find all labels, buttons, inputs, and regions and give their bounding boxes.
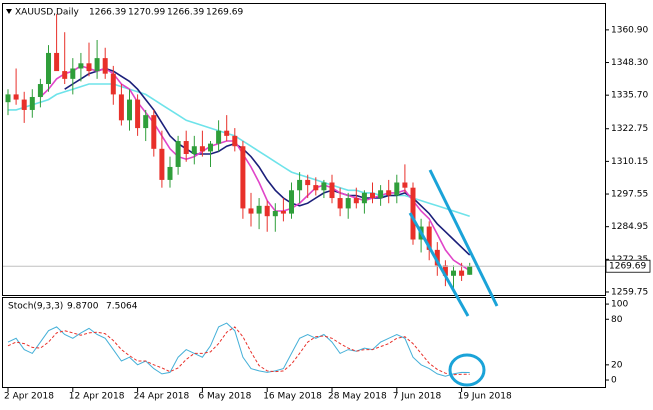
- candle-body: [386, 190, 392, 196]
- candle-body: [442, 265, 448, 276]
- y-tick-label: 1335.70: [611, 91, 648, 101]
- candle-body: [232, 135, 238, 147]
- candle-body: [459, 270, 465, 276]
- x-tick-label: 16 May 2018: [263, 392, 322, 402]
- plot: 1360.90 1348.30 1335.70 1322.75 1310.15 1297.…: [3, 14, 651, 402]
- candle-body: [5, 94, 11, 103]
- price-pane: [2, 3, 606, 296]
- candle-body: [86, 63, 92, 72]
- candle-body: [272, 211, 278, 217]
- x-tick-label: 19 Jun 2018: [458, 392, 512, 402]
- candle-body: [467, 266, 473, 275]
- candle-body: [321, 182, 327, 191]
- x-tick-label: 6 May 2018: [198, 392, 251, 402]
- header-high: 1270.99: [128, 8, 165, 18]
- candle-body: [29, 96, 35, 110]
- y-tick-label: 1284.95: [611, 222, 648, 232]
- stoch-title: Stoch(9,3,3): [8, 302, 63, 312]
- candle-body: [167, 166, 173, 180]
- candle-body: [37, 84, 43, 97]
- candle-body: [329, 182, 335, 199]
- candle-body: [70, 68, 76, 79]
- candle-body: [451, 270, 456, 276]
- x-tick-label: 28 May 2018: [328, 392, 387, 402]
- candle-body: [183, 141, 189, 154]
- candle-body: [78, 63, 84, 69]
- candle-body: [240, 146, 246, 209]
- x-tick-label: 2 Apr 2018: [4, 392, 54, 402]
- candle-body: [94, 58, 100, 72]
- candle-body: [256, 205, 262, 214]
- y-tick-label: 1297.55: [611, 190, 648, 200]
- menu-arrow: [6, 9, 12, 14]
- candle-body: [361, 192, 367, 204]
- candle-body: [191, 146, 197, 154]
- stoch-main-value: 9.8700: [67, 302, 99, 312]
- candle-body: [175, 141, 181, 167]
- y-tick-label: 1310.15: [611, 157, 648, 167]
- candle-body: [46, 52, 51, 85]
- candle-body: [378, 190, 384, 199]
- candle-body: [337, 198, 343, 209]
- candle-body: [151, 115, 157, 149]
- header-open: 1266.39: [89, 8, 126, 18]
- candle-body: [289, 190, 294, 214]
- candle-body: [313, 185, 319, 191]
- symbol-title: XAUUSD,Daily: [15, 8, 79, 18]
- candle-body: [21, 99, 27, 110]
- y-tick-label: 0: [611, 376, 617, 386]
- y-tick-label: 20: [611, 360, 623, 370]
- x-tick-label: 24 Apr 2018: [134, 392, 190, 402]
- candle-body: [143, 115, 149, 129]
- candle-body: [102, 58, 108, 74]
- highlight-circle: [448, 353, 486, 387]
- y-tick-label: 1360.90: [611, 25, 648, 35]
- y-tick-label: 1322.75: [611, 124, 648, 134]
- candle-body: [394, 182, 400, 196]
- trend-line-upper: [428, 169, 499, 307]
- x-tick-label: 7 Jun 2018: [393, 392, 442, 402]
- candle-body: [402, 182, 408, 188]
- candle-body: [135, 99, 141, 129]
- header-low: 1266.39: [167, 8, 204, 18]
- trend-line-lower: [408, 212, 470, 317]
- candle-body: [297, 179, 303, 191]
- candle-body: [118, 94, 124, 121]
- candle-body: [353, 198, 359, 204]
- stoch-pane: [2, 297, 606, 388]
- candle-body: [305, 179, 311, 186]
- candle-body: [224, 130, 230, 136]
- candle-body: [264, 205, 270, 217]
- stoch-line: [7, 326, 470, 376]
- y-tick-label: 100: [611, 300, 628, 310]
- current-price-box: [605, 259, 651, 273]
- stoch-signal-value: 7.5064: [106, 302, 138, 312]
- candle-body: [410, 187, 416, 240]
- candle-body: [434, 249, 440, 266]
- y-tick-label: 80: [611, 315, 623, 325]
- candle-body: [62, 71, 68, 79]
- candle-body: [370, 192, 375, 199]
- candle-body: [159, 148, 165, 180]
- candle-body: [426, 226, 432, 250]
- candle-body: [216, 130, 222, 144]
- candle-body: [13, 94, 19, 100]
- y-tick-label: 1348.30: [611, 58, 648, 68]
- candle-body: [54, 52, 60, 72]
- moving-average: [64, 67, 471, 256]
- x-tick-label: 12 Apr 2018: [69, 392, 125, 402]
- current-price-label: 1269.69: [609, 262, 646, 272]
- candle-body: [345, 198, 351, 209]
- candle-body: [208, 143, 213, 152]
- candle-body: [199, 146, 205, 152]
- candle-body: [127, 99, 132, 121]
- candle-body: [248, 208, 254, 214]
- candle-body: [110, 73, 116, 95]
- candle-body: [280, 211, 286, 214]
- header-close: 1269.69: [206, 8, 243, 18]
- stoch-line: [7, 322, 470, 377]
- y-tick-label: 1259.75: [611, 287, 648, 297]
